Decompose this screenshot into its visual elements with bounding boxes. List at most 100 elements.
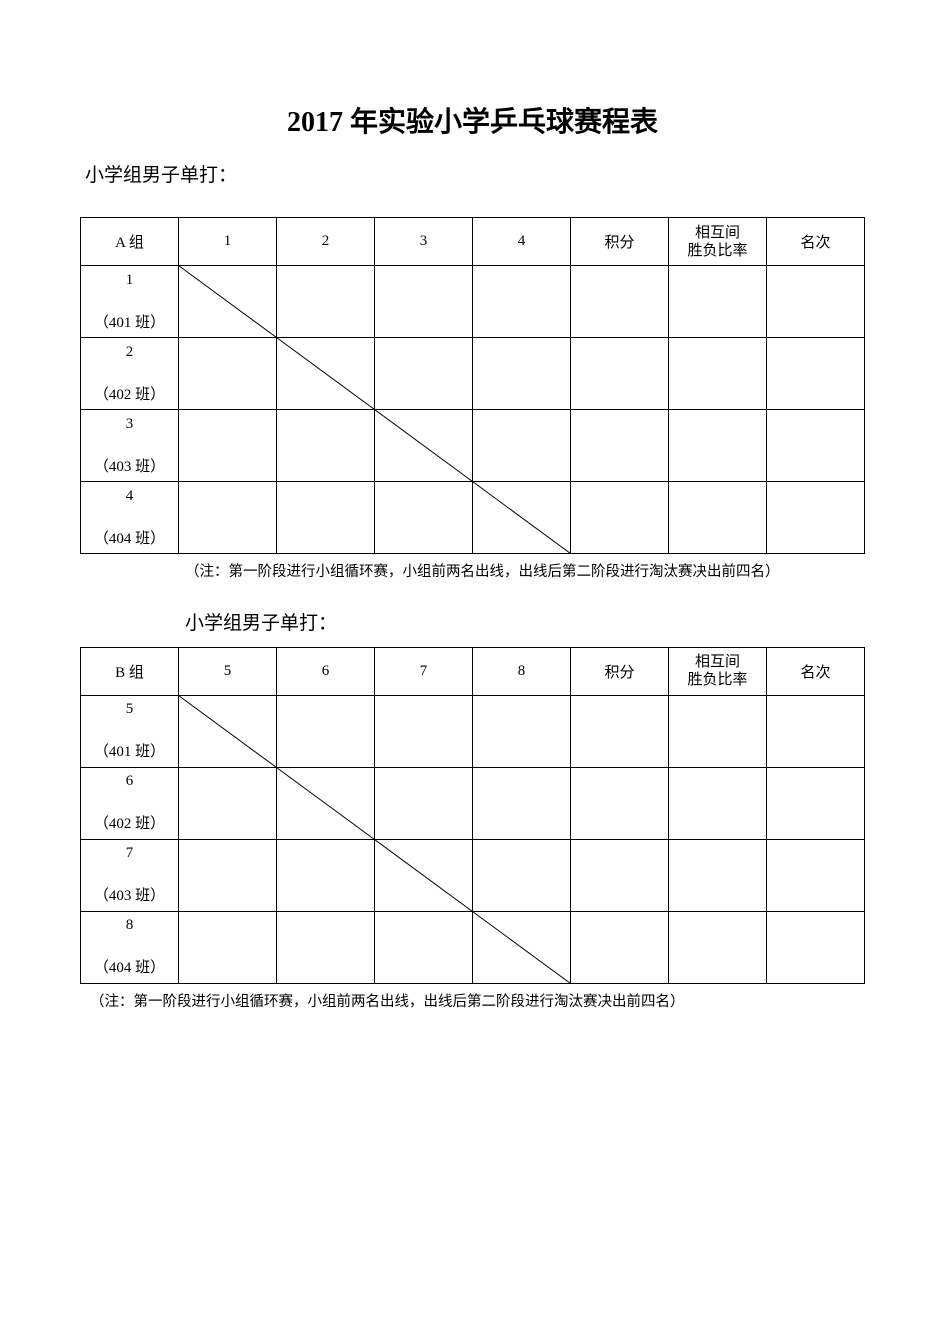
row-class: （401 班） [81,740,178,761]
table-a-container: A 组 1 2 3 4 积分 相互间 胜负比率 名次 1 [80,217,865,554]
cell [277,767,375,839]
header-col-1: 1 [179,218,277,266]
row-class: （402 班） [81,383,178,404]
header-col-7: 7 [375,647,473,695]
header-ratio-b-line1: 相互间 [695,654,740,670]
note-b: （注：第一阶段进行小组循环赛，小组前两名出线，出线后第二阶段进行淘汰赛决出前四名… [90,992,865,1014]
cell [179,695,277,767]
row-class: （402 班） [81,812,178,833]
table-a-header-row: A 组 1 2 3 4 积分 相互间 胜负比率 名次 [81,218,865,266]
cell [669,410,767,482]
row-num: 2 [81,344,178,361]
row-label: 2 （402 班） [81,338,179,410]
table-b-header-row: B 组 5 6 7 8 积分 相互间 胜负比率 名次 [81,647,865,695]
cell [375,695,473,767]
cell [767,911,865,983]
row-num: 4 [81,488,178,505]
table-row: 8 （404 班） [81,911,865,983]
cell [277,695,375,767]
cell [669,911,767,983]
cell [179,410,277,482]
row-class: （403 班） [81,884,178,905]
cell [179,839,277,911]
table-b-container: B 组 5 6 7 8 积分 相互间 胜负比率 名次 5 [80,647,865,984]
header-ratio-line2: 胜负比率 [687,243,747,259]
header-rank-b: 名次 [767,647,865,695]
cell [179,911,277,983]
cell [375,410,473,482]
cell [277,911,375,983]
table-row: 1 （401 班） [81,266,865,338]
cell [669,266,767,338]
table-row: 6 （402 班） [81,767,865,839]
header-col-5: 5 [179,647,277,695]
row-label: 5 （401 班） [81,695,179,767]
header-group-a: A 组 [81,218,179,266]
cell [767,839,865,911]
cell [571,695,669,767]
row-label: 4 （404 班） [81,482,179,554]
row-label: 1 （401 班） [81,266,179,338]
table-row: 7 （403 班） [81,839,865,911]
cell [767,266,865,338]
cell [179,767,277,839]
cell [571,338,669,410]
cell [571,410,669,482]
cell [375,767,473,839]
table-row: 5 （401 班） [81,695,865,767]
cell [473,839,571,911]
cell [179,266,277,338]
header-rank: 名次 [767,218,865,266]
cell [669,695,767,767]
cell [277,839,375,911]
cell [473,695,571,767]
document-page: 2017 年实验小学乒乓球赛程表 小学组男子单打： A 组 1 2 3 4 积分… [0,0,945,1064]
cell [179,338,277,410]
section-b-subtitle: 小学组男子单打： [185,608,865,635]
cell [473,266,571,338]
row-class: （403 班） [81,455,178,476]
cell [277,338,375,410]
main-title: 2017 年实验小学乒乓球赛程表 [80,100,865,140]
cell [277,410,375,482]
cell [375,266,473,338]
row-num: 7 [81,845,178,862]
header-ratio-b-line2: 胜负比率 [687,672,747,688]
group-b-table: B 组 5 6 7 8 积分 相互间 胜负比率 名次 5 [80,647,865,984]
group-a-table: A 组 1 2 3 4 积分 相互间 胜负比率 名次 1 [80,217,865,554]
header-col-4: 4 [473,218,571,266]
header-col-8: 8 [473,647,571,695]
row-num: 3 [81,416,178,433]
cell [179,482,277,554]
row-class: （404 班） [81,527,178,548]
cell [375,338,473,410]
table-row: 2 （402 班） [81,338,865,410]
cell [473,338,571,410]
cell [669,839,767,911]
section-a-subtitle: 小学组男子单打： [85,160,865,187]
cell [669,338,767,410]
cell [277,266,375,338]
row-class: （404 班） [81,956,178,977]
cell [767,482,865,554]
header-score-b: 积分 [571,647,669,695]
header-ratio-line1: 相互间 [695,225,740,241]
header-col-2: 2 [277,218,375,266]
row-class: （401 班） [81,311,178,332]
cell [669,482,767,554]
row-num: 8 [81,917,178,934]
cell [473,911,571,983]
row-num: 1 [81,272,178,289]
cell [277,482,375,554]
cell [375,839,473,911]
table-row: 3 （403 班） [81,410,865,482]
cell [473,410,571,482]
cell [767,767,865,839]
header-group-b: B 组 [81,647,179,695]
header-ratio: 相互间 胜负比率 [669,218,767,266]
cell [571,767,669,839]
cell [571,839,669,911]
cell [767,338,865,410]
header-score: 积分 [571,218,669,266]
table-row: 4 （404 班） [81,482,865,554]
